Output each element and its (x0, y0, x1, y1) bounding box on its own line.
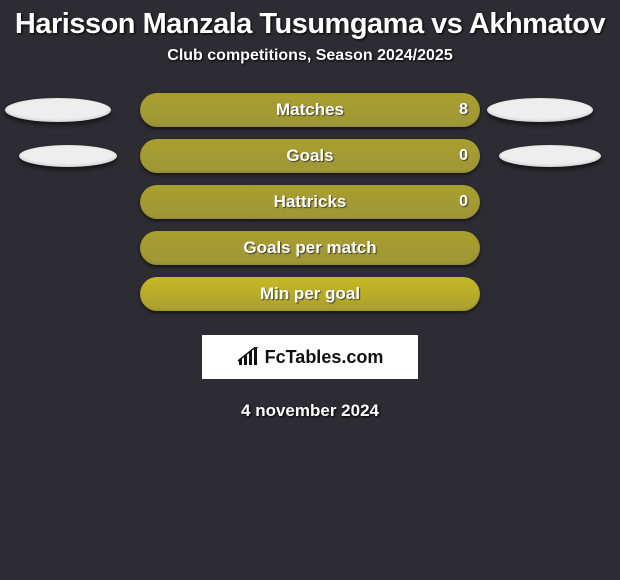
stat-label: Goals per match (243, 238, 376, 258)
stat-row: Goals 0 (0, 133, 620, 179)
stat-label: Goals (286, 146, 333, 166)
stat-value-right: 0 (459, 147, 468, 165)
h2h-chart: Matches 8 Goals 0 Hattricks 0 Goals per match M… (0, 87, 620, 317)
left-ellipse (5, 98, 111, 122)
stat-row: Min per goal (0, 271, 620, 317)
stat-value-right: 8 (459, 101, 468, 119)
stat-row: Goals per match (0, 225, 620, 271)
subtitle: Club competitions, Season 2024/2025 (0, 47, 620, 87)
page-title: Harisson Manzala Tusumgama vs Akhmatov (0, 0, 620, 47)
stat-row: Matches 8 (0, 87, 620, 133)
stat-label: Min per goal (260, 284, 360, 304)
left-ellipse (19, 145, 117, 167)
right-ellipse (499, 145, 601, 167)
logo-box: FcTables.com (202, 335, 418, 379)
right-ellipse (487, 98, 593, 122)
stat-value-right: 0 (459, 193, 468, 211)
bar-chart-icon (237, 347, 261, 367)
stat-row: Hattricks 0 (0, 179, 620, 225)
stat-label: Matches (276, 100, 344, 120)
date-line: 4 november 2024 (0, 401, 620, 421)
logo-text: FcTables.com (265, 347, 384, 368)
stat-label: Hattricks (274, 192, 347, 212)
